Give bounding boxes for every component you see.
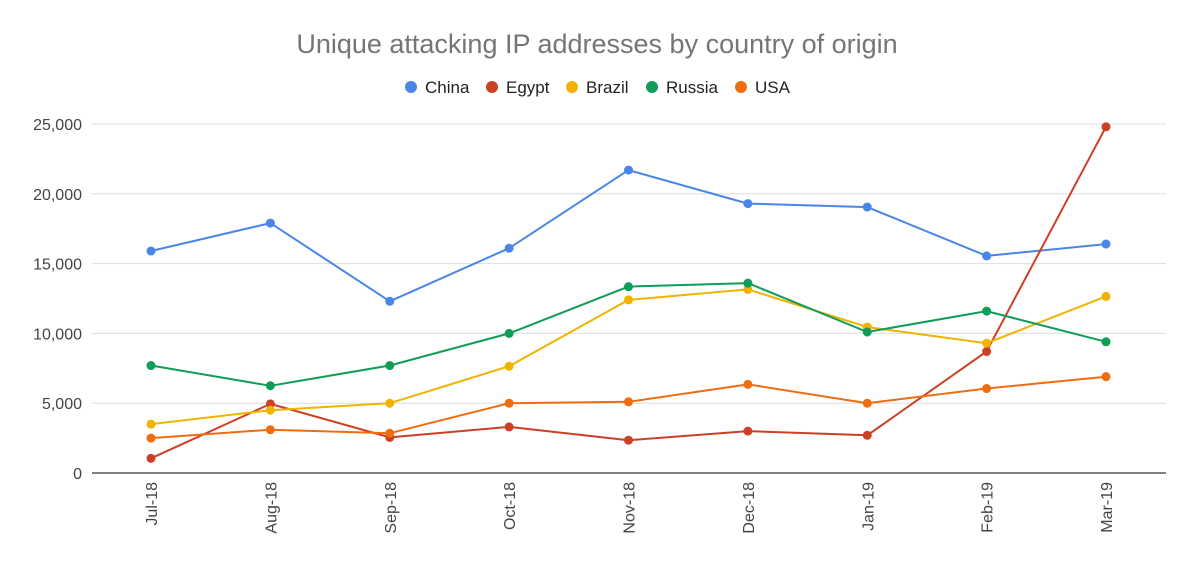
x-tick-label: Feb-19 <box>980 482 997 533</box>
data-point <box>743 199 753 209</box>
series-russia <box>146 278 1111 391</box>
x-tick-label: Dec-18 <box>741 482 758 534</box>
series-line-usa <box>150 375 1107 440</box>
data-point <box>504 243 514 253</box>
data-point <box>862 398 872 408</box>
x-tick-label: Oct-18 <box>502 482 519 530</box>
data-point <box>265 425 275 435</box>
y-tick-label: 5,000 <box>42 396 82 413</box>
data-point <box>265 218 275 228</box>
legend: China Egypt Brazil Russia USA <box>405 78 791 97</box>
data-point <box>504 422 514 432</box>
x-tick-label: Aug-18 <box>263 482 280 534</box>
data-point <box>624 397 633 407</box>
legend-label: USA <box>755 78 791 97</box>
data-point <box>862 327 872 337</box>
data-point <box>624 295 633 305</box>
y-tick-label: 15,000 <box>33 257 82 274</box>
legend-label: Russia <box>666 78 719 97</box>
data-point <box>982 384 992 394</box>
data-point <box>385 296 395 306</box>
data-point <box>265 399 275 409</box>
series-egypt <box>146 122 1111 463</box>
legend-marker <box>735 81 747 93</box>
x-axis: Jul-18 Aug-18 Sep-18 Oct-18 Nov-18 Dec-18 Jan-… <box>92 472 1166 534</box>
legend-label: Egypt <box>506 78 550 97</box>
y-axis: 0 5,000 10,000 15,000 20,000 25,000 <box>33 117 82 483</box>
data-point <box>265 405 275 415</box>
data-point <box>1101 239 1111 249</box>
data-point <box>146 433 156 443</box>
data-point <box>982 347 992 357</box>
legend-item-brazil: Brazil <box>566 78 629 97</box>
data-point <box>265 381 275 391</box>
data-point <box>146 361 156 371</box>
data-point <box>624 282 633 292</box>
data-point <box>1101 122 1111 132</box>
data-point <box>385 398 395 408</box>
y-tick-label: 25,000 <box>33 117 82 134</box>
data-point <box>624 435 633 445</box>
data-point <box>982 251 992 261</box>
legend-label: Brazil <box>586 78 629 97</box>
data-point <box>743 284 753 294</box>
data-point <box>1101 291 1111 301</box>
legend-item-egypt: Egypt <box>486 78 550 97</box>
y-tick-label: 20,000 <box>33 187 82 204</box>
data-point <box>743 278 753 288</box>
legend-marker <box>405 81 417 93</box>
data-point <box>862 430 872 440</box>
y-tick-label: 0 <box>73 466 82 483</box>
chart-title: Unique attacking IP addresses by country… <box>296 29 897 59</box>
gridlines <box>92 123 1166 404</box>
data-point <box>146 246 156 256</box>
data-point <box>1101 337 1111 347</box>
data-point <box>743 379 753 389</box>
data-point <box>982 338 992 348</box>
legend-item-russia: Russia <box>646 78 719 97</box>
data-point <box>1101 372 1111 382</box>
data-point <box>743 426 753 436</box>
data-point <box>624 165 633 175</box>
legend-label: China <box>425 78 470 97</box>
data-point <box>146 419 156 429</box>
data-point <box>504 398 514 408</box>
legend-marker <box>646 81 658 93</box>
data-point <box>504 361 514 371</box>
data-point <box>146 453 156 463</box>
x-tick-label: Jan-19 <box>860 482 877 531</box>
legend-item-china: China <box>405 78 470 97</box>
legend-marker <box>566 81 578 93</box>
series-usa <box>146 372 1111 443</box>
y-tick-label: 10,000 <box>33 326 82 343</box>
series-group <box>146 122 1111 463</box>
data-point <box>982 306 992 316</box>
x-tick-label: Jul-18 <box>144 482 161 526</box>
legend-marker <box>486 81 498 93</box>
data-point <box>385 428 395 438</box>
series-brazil <box>146 284 1111 429</box>
data-point <box>385 361 395 371</box>
series-china <box>146 165 1111 306</box>
x-tick-label: Mar-19 <box>1099 482 1116 533</box>
legend-item-usa: USA <box>735 78 791 97</box>
data-point <box>862 202 872 212</box>
x-tick-label: Sep-18 <box>383 482 400 534</box>
series-line-china <box>150 169 1107 303</box>
x-tick-label: Nov-18 <box>622 482 639 534</box>
data-point <box>504 328 514 338</box>
